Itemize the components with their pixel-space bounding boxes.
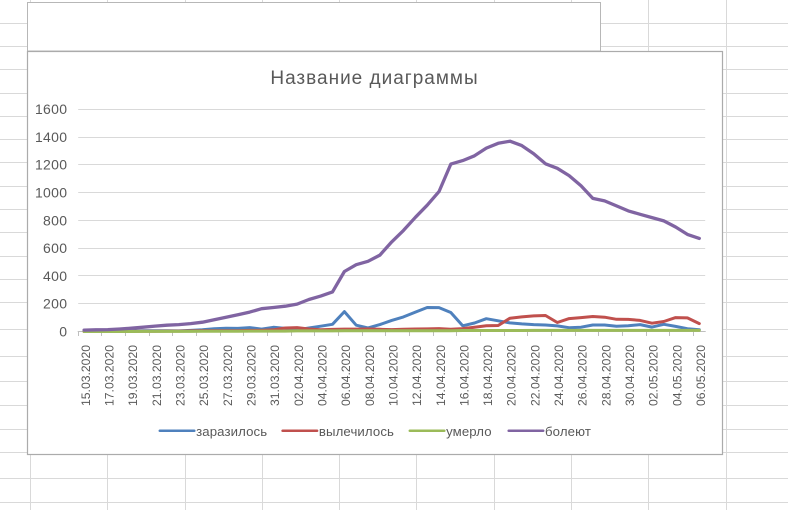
svg-text:19.03.2020: 19.03.2020	[126, 345, 140, 406]
svg-text:умерло: умерло	[446, 424, 492, 439]
svg-text:24.04.2020: 24.04.2020	[552, 345, 566, 406]
svg-text:1200: 1200	[35, 157, 67, 173]
svg-text:02.04.2020: 02.04.2020	[292, 345, 306, 406]
svg-text:21.03.2020: 21.03.2020	[150, 345, 164, 406]
svg-text:02.05.2020: 02.05.2020	[647, 345, 661, 406]
svg-text:27.03.2020: 27.03.2020	[221, 345, 235, 406]
svg-text:29.03.2020: 29.03.2020	[245, 345, 259, 406]
svg-text:14.04.2020: 14.04.2020	[434, 345, 448, 406]
svg-text:30.04.2020: 30.04.2020	[623, 345, 637, 406]
svg-text:200: 200	[43, 296, 67, 312]
svg-text:06.04.2020: 06.04.2020	[339, 345, 353, 406]
svg-text:400: 400	[43, 268, 67, 284]
svg-text:1000: 1000	[35, 185, 67, 201]
svg-text:17.03.2020: 17.03.2020	[103, 345, 117, 406]
svg-text:800: 800	[43, 212, 67, 228]
svg-text:22.04.2020: 22.04.2020	[528, 345, 542, 406]
svg-text:25.03.2020: 25.03.2020	[197, 345, 211, 406]
svg-text:18.04.2020: 18.04.2020	[481, 345, 495, 406]
svg-text:28.04.2020: 28.04.2020	[599, 345, 613, 406]
svg-text:08.04.2020: 08.04.2020	[363, 345, 377, 406]
svg-text:0: 0	[59, 323, 67, 339]
svg-text:04.05.2020: 04.05.2020	[670, 345, 684, 406]
svg-text:вылечилось: вылечилось	[319, 424, 394, 439]
svg-text:23.03.2020: 23.03.2020	[174, 345, 188, 406]
svg-text:12.04.2020: 12.04.2020	[410, 345, 424, 406]
svg-text:16.04.2020: 16.04.2020	[457, 345, 471, 406]
svg-text:31.03.2020: 31.03.2020	[268, 345, 282, 406]
svg-text:04.04.2020: 04.04.2020	[316, 345, 330, 406]
svg-text:10.04.2020: 10.04.2020	[386, 345, 400, 406]
svg-text:болеют: болеют	[545, 424, 591, 439]
svg-text:1600: 1600	[35, 101, 67, 117]
svg-text:600: 600	[43, 240, 67, 256]
svg-text:заразилось: заразилось	[196, 424, 267, 439]
svg-text:1400: 1400	[35, 129, 67, 145]
svg-text:26.04.2020: 26.04.2020	[576, 345, 590, 406]
svg-text:20.04.2020: 20.04.2020	[505, 345, 519, 406]
svg-text:15.03.2020: 15.03.2020	[79, 345, 93, 406]
svg-text:06.05.2020: 06.05.2020	[694, 345, 708, 406]
svg-text:Название диаграммы: Название диаграммы	[270, 68, 478, 89]
